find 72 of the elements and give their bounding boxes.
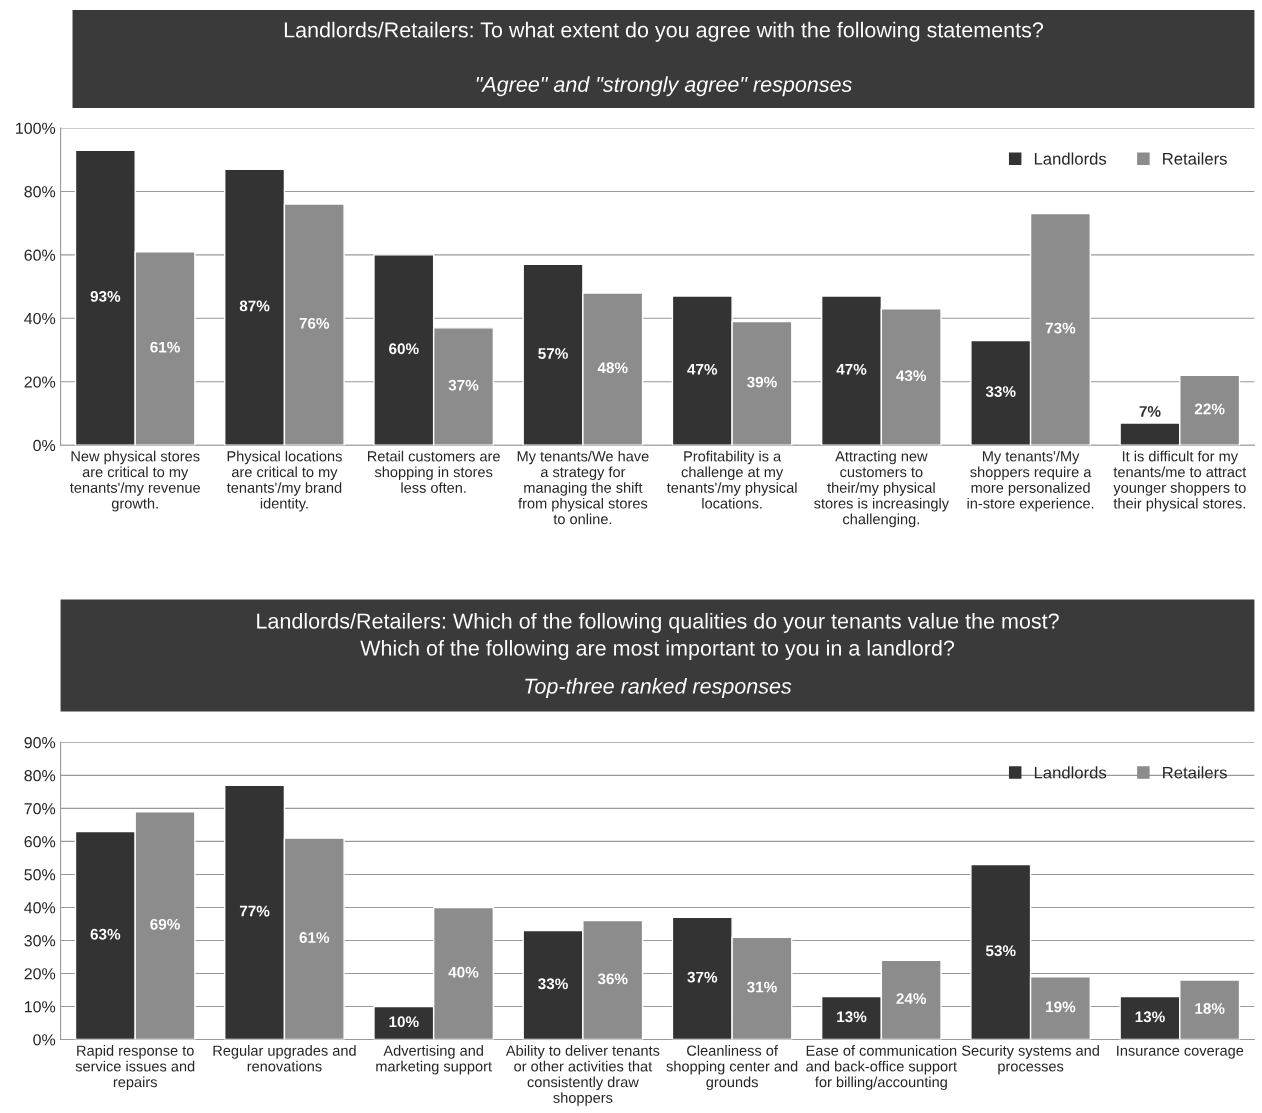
data-label: 69% bbox=[150, 918, 180, 930]
y-tick-label: 100% bbox=[16, 122, 56, 134]
y-tick-label: 40% bbox=[24, 312, 56, 325]
data-label: 61% bbox=[150, 341, 180, 353]
y-tick-label: 0% bbox=[33, 439, 56, 452]
data-label: 33% bbox=[538, 978, 568, 990]
y-tick-label: 60% bbox=[24, 836, 56, 848]
y-tick-label: 20% bbox=[24, 968, 56, 980]
x-tick-label: Retail customers are shopping in stores less often. bbox=[367, 450, 500, 493]
data-label: 93% bbox=[90, 290, 121, 302]
x-tick-label: Profitability is a challenge at my tenants'/my physical locations. bbox=[666, 450, 797, 509]
data-label: 19% bbox=[1046, 1001, 1076, 1013]
data-label: 87% bbox=[239, 300, 270, 312]
legend-label: Retailers bbox=[1163, 766, 1227, 779]
y-tick-label: 70% bbox=[24, 803, 56, 815]
y-tick-label: 30% bbox=[24, 935, 56, 947]
chart-title: Landlords/Retailers: Which of the following qualities do your tenants value the most? Which of the following are most important to you in a landlord? bbox=[257, 612, 1059, 661]
x-tick-label: My tenants'/My shoppers require a more personalized in-store experience. bbox=[967, 450, 1094, 512]
data-label: 53% bbox=[985, 945, 1016, 957]
y-tick-label: 10% bbox=[24, 1001, 56, 1013]
data-label: 48% bbox=[597, 362, 628, 374]
data-label: 40% bbox=[448, 966, 479, 978]
data-label: 73% bbox=[1045, 322, 1076, 334]
data-label: 24% bbox=[896, 993, 927, 1004]
data-label: 37% bbox=[687, 971, 718, 983]
x-tick-label: Rapid response to service issues and repairs bbox=[75, 1045, 195, 1091]
data-label: 10% bbox=[389, 1016, 419, 1028]
x-tick-label: Regular upgrades and renovations bbox=[213, 1045, 356, 1072]
chart-title: Landlords/Retailers: To what extent do you agree with the following statements? bbox=[284, 21, 1044, 42]
data-label: 47% bbox=[836, 363, 867, 375]
x-tick-label: Cleanliness of shopping center and grounds bbox=[666, 1045, 798, 1091]
data-label: 60% bbox=[389, 343, 419, 355]
data-label: 18% bbox=[1195, 1003, 1225, 1014]
y-tick-label: 40% bbox=[24, 902, 56, 914]
x-tick-label: Physical locations are critical to my tenants'/my brand identity. bbox=[226, 450, 342, 512]
x-tick-label: Ease of communication and back-office support for billing/accounting bbox=[806, 1045, 957, 1091]
data-label: 77% bbox=[239, 905, 270, 917]
x-tick-label: Security systems and processes bbox=[961, 1045, 1099, 1075]
y-tick-label: 20% bbox=[24, 376, 56, 388]
x-tick-label: My tenants/We have a strategy for managing the shift from physical stores to online. bbox=[517, 450, 649, 525]
x-tick-label: Ability to deliver tenants or other activities that consistently draw shoppers bbox=[505, 1045, 660, 1106]
data-label: 31% bbox=[747, 981, 777, 993]
x-tick-label: Advertising and marketing support bbox=[376, 1045, 492, 1075]
chart-subtitle: "Agree" and "strongly agree" responses bbox=[476, 76, 852, 97]
y-tick-label: 80% bbox=[24, 770, 56, 782]
data-label: 47% bbox=[687, 363, 718, 375]
data-label: 22% bbox=[1194, 403, 1225, 415]
data-label: 33% bbox=[985, 386, 1016, 397]
data-label: 39% bbox=[747, 376, 777, 388]
x-tick-label: Attracting new customers to their/my physical stores is increasingly challenging. bbox=[814, 450, 949, 528]
y-tick-label: 0% bbox=[33, 1034, 56, 1046]
data-label: 13% bbox=[1135, 1011, 1165, 1023]
data-label: 7% bbox=[1139, 406, 1161, 417]
y-tick-label: 90% bbox=[24, 737, 56, 749]
x-tick-label: Insurance coverage bbox=[1117, 1045, 1244, 1059]
data-label: 63% bbox=[90, 928, 121, 940]
x-tick-label: New physical stores are critical to my tenants'/my revenue growth. bbox=[69, 450, 200, 512]
x-tick-label: It is difficult for my tenants/me to attract younger shoppers to their physical stores. bbox=[1113, 450, 1247, 512]
legend-label: Retailers bbox=[1163, 152, 1227, 165]
data-label: 61% bbox=[299, 932, 330, 943]
y-tick-label: 50% bbox=[24, 869, 56, 881]
y-tick-label: 80% bbox=[24, 186, 56, 198]
data-label: 76% bbox=[299, 317, 330, 329]
data-label: 36% bbox=[597, 973, 628, 985]
legend-label: Landlords bbox=[1034, 766, 1107, 779]
y-tick-label: 60% bbox=[24, 249, 56, 261]
data-label: 13% bbox=[837, 1011, 867, 1023]
data-label: 57% bbox=[538, 348, 568, 359]
data-label: 43% bbox=[896, 370, 927, 382]
legend-label: Landlords bbox=[1034, 152, 1107, 165]
data-label: 37% bbox=[448, 379, 479, 391]
chart-subtitle: Top-three ranked responses bbox=[525, 677, 792, 699]
